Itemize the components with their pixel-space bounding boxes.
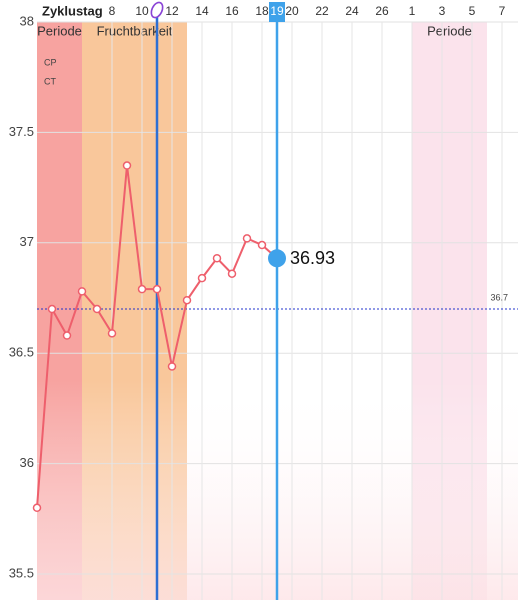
temperature-point [212,254,222,263]
band-label: Periode [37,23,82,38]
temperature-point [77,287,87,296]
x-tick-label: 22 [315,4,329,18]
x-tick-label: 18 [255,4,269,18]
y-tick-label: 36.5 [9,345,34,360]
x-tick-label: 7 [499,4,506,18]
temperature-point [122,161,132,170]
band-note: CP [44,57,57,67]
x-tick-label: 10 [135,4,149,18]
temperature-point [62,331,72,340]
temperature-point [227,269,237,278]
y-tick-label: 35.5 [9,565,34,580]
band-label: Periode [427,23,472,38]
temperature-point [107,329,117,338]
y-tick-label: 36 [20,455,34,470]
x-tick-label: 24 [345,4,359,18]
band-label: Fruchtbarkeit [97,23,173,38]
temperature-point [32,503,42,513]
x-tick-label: 26 [375,4,389,18]
temperature-point [47,304,57,314]
x-axis-title: Zyklustag [42,3,103,18]
temperature-point [152,284,162,294]
temperature-point [137,284,147,294]
temperature-point [167,362,177,371]
selected-point [268,249,286,268]
x-tick-label: 1 [409,4,416,18]
x-tick-label: 14 [195,4,209,18]
selected-value-label: 36.93 [290,248,335,268]
ovulation-icon [150,1,164,19]
temperature-point [182,295,192,305]
top-axis-strip [0,0,518,22]
x-tick-label: 19 [270,4,284,18]
band-note: CT [44,76,56,86]
y-tick-label: 37 [20,234,34,249]
y-tick-label: 38 [20,13,34,28]
x-tick-label: 16 [225,4,239,18]
temperature-point [257,240,267,250]
x-tick-label: 20 [285,4,299,18]
x-tick-label: 12 [165,4,179,18]
temperature-point [92,304,102,314]
temperature-point [242,234,252,243]
x-tick-label: 3 [439,4,446,18]
coverline-label: 36.7 [490,292,508,302]
x-tick-label: 8 [109,4,116,18]
temperature-point [197,273,207,283]
x-tick-label: 5 [469,4,476,18]
y-tick-label: 37.5 [9,124,34,139]
